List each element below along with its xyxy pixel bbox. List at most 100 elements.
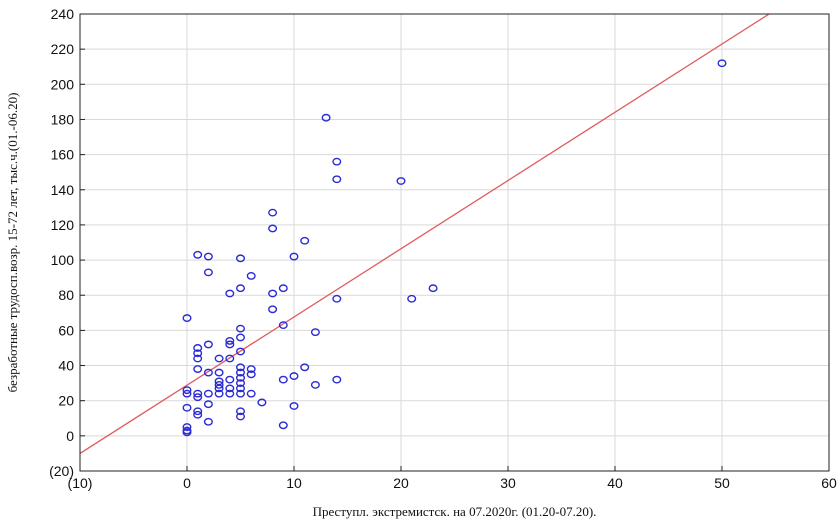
x-tick-label: 50 [714,475,730,491]
data-point [235,363,245,372]
data-point [428,284,438,293]
data-point [235,389,245,398]
data-point [278,421,288,430]
data-point [717,59,727,68]
y-axis-label: безработные трудосп.возр. 15-72 лет, тыс… [5,93,20,393]
y-tick-label: 220 [51,41,75,57]
data-point [214,389,224,398]
data-point [193,389,203,398]
y-tick-label: 40 [58,358,74,374]
data-point [193,354,203,363]
data-points [182,59,727,437]
data-point [289,372,299,380]
data-point [203,252,213,261]
data-point [321,113,331,122]
data-point [278,321,288,330]
data-point [203,368,213,377]
data-point [182,403,192,412]
data-point [246,365,256,373]
data-point [193,410,203,419]
y-tick-label: 140 [51,182,75,198]
grid-lines [80,14,829,471]
data-point [193,407,203,416]
data-point [182,426,192,435]
data-point [225,289,235,298]
data-point [396,177,406,185]
data-point [257,398,267,407]
data-point [214,368,224,377]
data-point [235,324,245,333]
data-point [235,379,245,388]
data-point [193,250,203,259]
y-tick-label: 20 [58,393,74,409]
data-point [203,389,213,398]
data-point [300,363,310,372]
data-point [182,386,192,395]
data-point [193,349,203,358]
x-tick-label: 0 [183,475,191,491]
data-point [235,384,245,393]
data-point [235,412,245,421]
data-point [268,289,278,298]
data-point [235,407,245,416]
y-tick-label: 60 [58,322,74,338]
y-tick-label: (20) [49,463,74,479]
y-axis-ticks: (20) 0 20 40 60 80 100 120 140 160 180 200 220 240 [49,6,85,479]
data-point [214,380,224,389]
data-point [225,389,235,398]
y-tick-label: 200 [51,76,75,92]
x-axis-ticks: (10) 0 10 20 30 40 50 60 [68,466,837,491]
plot-frame [79,13,830,472]
x-axis-label: Преступл. экстремистск. на 07.2020г. (01… [313,504,597,519]
data-point [235,284,245,293]
x-tick-label: 20 [393,475,409,491]
data-point [182,423,192,431]
data-point [332,175,342,184]
data-point [278,375,288,384]
y-tick-label: 180 [51,111,75,127]
data-point [268,224,278,233]
y-tick-label: 80 [58,287,74,303]
data-point [332,375,342,384]
data-point [235,373,245,382]
data-point [193,393,203,402]
y-tick-label: 0 [66,428,74,444]
x-tick-label: (10) [68,475,93,491]
data-point [278,284,288,293]
y-tick-label: 240 [51,6,75,22]
data-point [225,337,235,345]
y-tick-label: 100 [51,252,75,268]
x-tick-label: 40 [607,475,623,491]
y-tick-label: 120 [51,217,75,233]
data-point [225,375,235,384]
data-point [246,271,256,280]
data-point [193,344,203,352]
data-point [225,340,235,349]
data-point [310,328,320,337]
data-point [300,236,310,245]
data-point [268,305,278,314]
data-point [268,208,278,217]
data-point [310,380,320,389]
x-tick-label: 60 [821,475,837,491]
data-point [289,252,299,261]
y-tick-label: 160 [51,147,75,163]
x-tick-label: 30 [500,475,516,491]
regression-line-group [79,13,770,454]
data-point [203,268,213,277]
data-point [289,402,299,410]
data-point [407,294,417,303]
data-point [235,333,245,342]
data-point [203,400,213,409]
x-tick-label: 10 [286,475,302,491]
data-point [246,389,256,398]
data-point [203,340,213,349]
data-point [235,368,245,377]
data-point [332,157,342,166]
data-point [225,354,235,363]
data-point [182,314,192,322]
data-point [332,294,342,303]
regression-line [79,13,770,454]
